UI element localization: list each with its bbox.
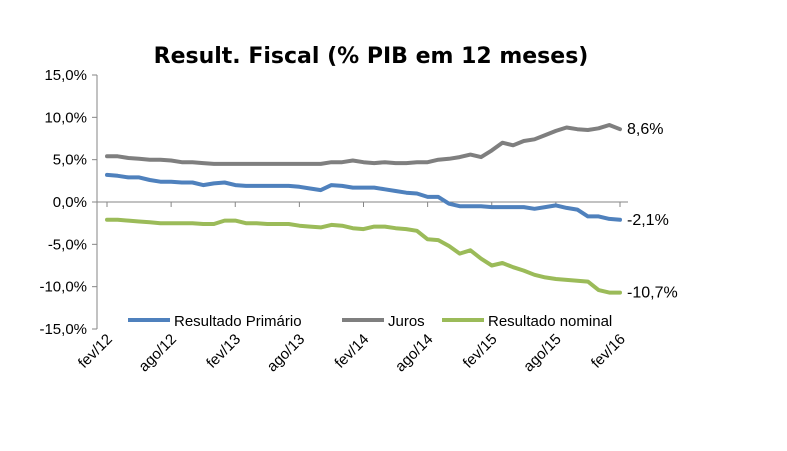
x-tick-label: ago/12: [135, 331, 179, 375]
x-tick-label: fev/16: [588, 331, 629, 372]
y-tick-label: 5,0%: [53, 152, 87, 169]
legend: Resultado Primário Juros Resultado nominal: [128, 313, 612, 330]
x-tick-label: fev/15: [460, 331, 501, 372]
y-axis: 15,0% 10,0% 5,0% 0,0% -5,0% -10,0% -15,0%: [39, 67, 98, 338]
chart-title: Result. Fiscal (% PIB em 12 meses): [154, 44, 589, 69]
series-layer: [105, 123, 622, 295]
series-line-2: [105, 217, 622, 295]
series-end-label-1: 8,6%: [627, 121, 663, 138]
legend-label-2: Resultado nominal: [488, 313, 612, 330]
legend-label-1: Juros: [388, 313, 425, 330]
end-labels: -2,1% 8,6% -10,7%: [627, 121, 678, 301]
x-tick-label: ago/13: [264, 331, 308, 375]
y-tick-label: -10,0%: [39, 279, 87, 296]
x-tick-label: fev/13: [203, 331, 244, 372]
x-tick-label: ago/14: [392, 331, 436, 375]
series-end-label-2: -10,7%: [627, 285, 678, 302]
series-end-label-0: -2,1%: [627, 212, 669, 229]
series-line-0: [105, 172, 622, 222]
series-line-1: [105, 123, 622, 166]
y-tick-label: 0,0%: [53, 194, 87, 211]
x-tick-label: ago/15: [520, 331, 564, 375]
y-tick-label: 10,0%: [44, 109, 87, 126]
y-tick-label: 15,0%: [44, 67, 87, 84]
x-tick-label: fev/14: [331, 331, 372, 372]
y-tick-label: -5,0%: [48, 236, 87, 253]
legend-label-0: Resultado Primário: [174, 313, 302, 330]
y-tick-label: -15,0%: [39, 321, 87, 338]
